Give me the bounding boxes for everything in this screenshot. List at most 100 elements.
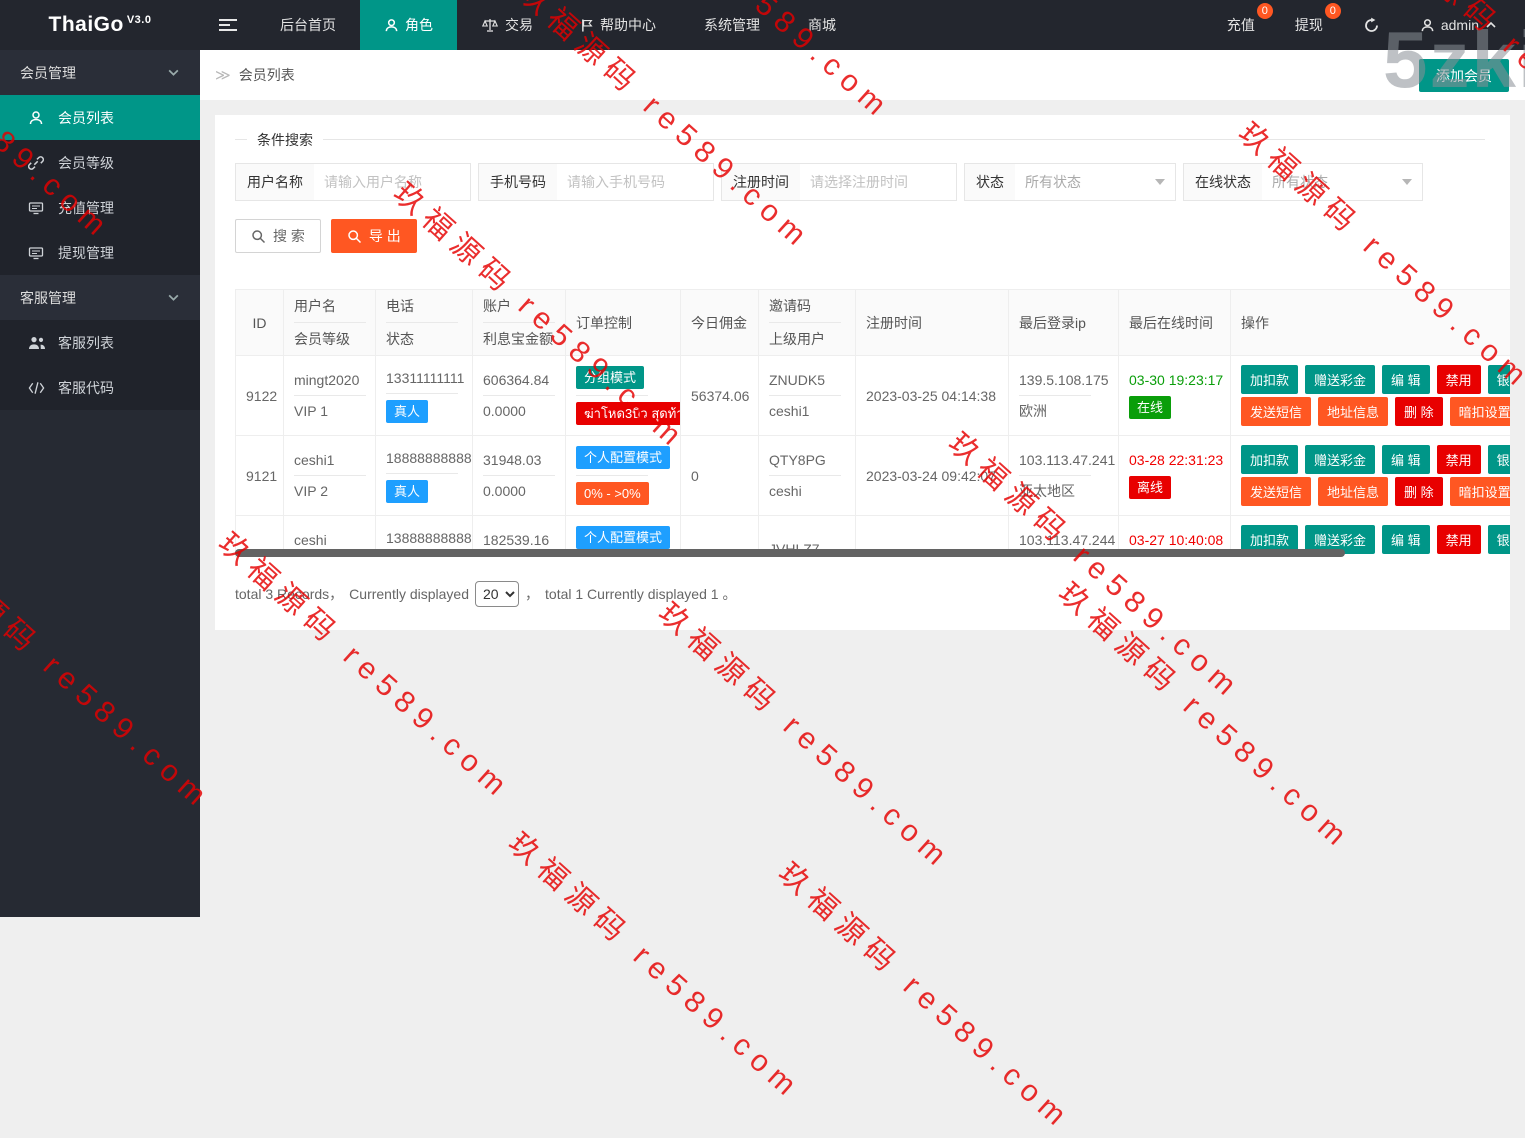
hidden-deduct-button[interactable]: 暗扣设置 bbox=[1449, 477, 1510, 506]
recharge-button[interactable]: 充值 0 bbox=[1207, 0, 1275, 50]
bank-card-button[interactable]: 银行卡 bbox=[1487, 525, 1510, 554]
status-field: 状态 所有状态 bbox=[964, 163, 1176, 201]
bank-card-button[interactable]: 银行卡 bbox=[1487, 445, 1510, 474]
pagination-footer: total 3 Records， Currently displayed 20 … bbox=[235, 581, 1510, 607]
search-legend: 条件搜索 bbox=[247, 130, 323, 150]
breadcrumb-icon: ≫ bbox=[215, 67, 231, 84]
search-actions: 搜 索 导 出 bbox=[235, 219, 1510, 253]
disable-button[interactable]: 禁用 bbox=[1436, 525, 1481, 554]
total-records-label: total 3 Records， bbox=[235, 586, 344, 602]
last-online-time: 03-27 10:40:08 bbox=[1129, 532, 1224, 548]
sidebar-item-service-list[interactable]: 客服列表 bbox=[0, 320, 200, 365]
search-fields: 用户名称 手机号码 注册时间 状态 所有状态 bbox=[235, 163, 1485, 201]
code-icon bbox=[28, 381, 45, 394]
nav-item-help[interactable]: 帮助中心 bbox=[557, 0, 680, 50]
users-icon bbox=[29, 336, 45, 349]
withdraw-button[interactable]: 提现 0 bbox=[1275, 0, 1343, 50]
disable-button[interactable]: 禁用 bbox=[1436, 365, 1481, 394]
send-sms-button[interactable]: 发送短信 bbox=[1241, 477, 1312, 506]
status-select[interactable]: 所有状态 bbox=[1015, 164, 1175, 200]
hidden-deduct-button[interactable]: 暗扣设置 bbox=[1449, 397, 1510, 426]
order-mode-badge[interactable]: 个人配置模式 bbox=[576, 446, 671, 469]
bank-card-button[interactable]: 银行卡 bbox=[1487, 365, 1510, 394]
breadcrumb: 会员列表 bbox=[238, 67, 295, 83]
sidebar-item-withdraw-mgmt[interactable]: 提现管理 bbox=[0, 230, 200, 275]
nav-item-roles[interactable]: 角色 bbox=[360, 0, 457, 50]
person-icon bbox=[1421, 18, 1434, 31]
sidebar-collapse-icon[interactable] bbox=[200, 0, 256, 50]
export-button[interactable]: 导 出 bbox=[330, 219, 417, 253]
phone-input[interactable] bbox=[557, 164, 713, 200]
add-deduct-button[interactable]: 加扣款 bbox=[1241, 445, 1299, 474]
nav-item-mall[interactable]: 商城 bbox=[808, 17, 836, 33]
horizontal-scrollbar[interactable] bbox=[235, 549, 1345, 557]
edit-button[interactable]: 编 辑 bbox=[1382, 525, 1430, 554]
username-input[interactable] bbox=[314, 164, 470, 200]
add-member-button[interactable]: 添加会员 bbox=[1419, 59, 1509, 92]
last-online-time: 03-30 19:23:17 bbox=[1129, 372, 1224, 388]
sidebar-group-member-mgmt[interactable]: 会员管理 bbox=[0, 50, 200, 95]
gift-bonus-button[interactable]: 赠送彩金 bbox=[1305, 445, 1376, 474]
gift-bonus-button[interactable]: 赠送彩金 bbox=[1305, 365, 1376, 394]
nav-item-trade[interactable]: 交易 bbox=[457, 0, 557, 50]
withdraw-badge: 0 bbox=[1324, 3, 1341, 19]
sidebar-item-recharge-mgmt[interactable]: 充值管理 bbox=[0, 185, 200, 230]
regtime-input[interactable] bbox=[800, 164, 956, 200]
sidebar-group-service-mgmt[interactable]: 客服管理 bbox=[0, 275, 200, 320]
online-status-field: 在线状态 所有状态 bbox=[1183, 163, 1423, 201]
page-summary-label: total 1 Currently displayed 1 。 bbox=[545, 586, 737, 602]
username-field: 用户名称 bbox=[235, 163, 471, 201]
add-deduct-button[interactable]: 加扣款 bbox=[1241, 365, 1299, 394]
order-sub-badge[interactable]: 0% - >0% bbox=[576, 482, 649, 505]
real-person-badge: 真人 bbox=[386, 399, 429, 423]
sidebar-item-member-level[interactable]: 会员等级 bbox=[0, 140, 200, 185]
brand-name: ThaiGo bbox=[48, 13, 124, 36]
address-info-button[interactable]: 地址信息 bbox=[1318, 397, 1389, 426]
link-icon bbox=[28, 155, 44, 170]
edit-button[interactable]: 编 辑 bbox=[1382, 365, 1430, 394]
displayed-label: Currently displayed bbox=[349, 586, 470, 602]
refresh-button[interactable] bbox=[1343, 0, 1400, 50]
disable-button[interactable]: 禁用 bbox=[1436, 445, 1481, 474]
nav-item-dashboard[interactable]: 后台首页 bbox=[280, 17, 336, 33]
online-status-badge: 离线 bbox=[1129, 476, 1172, 499]
hamburger-icon bbox=[219, 19, 237, 31]
main-content: ≫ 会员列表 添加会员 条件搜索 用户名称 手机号码 注册时间 bbox=[200, 50, 1525, 917]
search-fieldset: 条件搜索 用户名称 手机号码 注册时间 状态 所有状态 bbox=[235, 130, 1485, 201]
edit-button[interactable]: 编 辑 bbox=[1382, 445, 1430, 474]
recharge-badge: 0 bbox=[1256, 3, 1273, 19]
top-navbar: ThaiGo V3.0 后台首页 角色 交易 帮助中心 系统管理 商城 充值 0 … bbox=[0, 0, 1525, 50]
online-status-select[interactable]: 所有状态 bbox=[1262, 164, 1422, 200]
user-menu[interactable]: admin bbox=[1400, 0, 1517, 50]
chevron-down-icon bbox=[168, 294, 179, 301]
card-icon bbox=[28, 246, 44, 259]
online-status-badge: 在线 bbox=[1129, 396, 1172, 419]
search-button[interactable]: 搜 索 bbox=[235, 219, 321, 253]
page-size-select[interactable]: 20 bbox=[475, 581, 520, 607]
chevron-up-icon bbox=[1486, 21, 1496, 28]
nav-menu: 后台首页 角色 交易 帮助中心 系统管理 商城 bbox=[256, 0, 860, 50]
order-sub-badge[interactable]: ฆ่าโหด3บิว สุดท้ายใช้ได้ bbox=[576, 402, 680, 425]
search-icon bbox=[348, 229, 361, 243]
send-sms-button[interactable]: 发送短信 bbox=[1241, 397, 1312, 426]
sidebar-item-member-list[interactable]: 会员列表 bbox=[0, 95, 200, 140]
chevron-down-icon bbox=[168, 69, 179, 76]
sidebar-item-service-code[interactable]: 客服代码 bbox=[0, 365, 200, 410]
order-mode-badge[interactable]: 分组模式 bbox=[576, 366, 645, 389]
address-info-button[interactable]: 地址信息 bbox=[1318, 477, 1389, 506]
person-icon bbox=[385, 18, 398, 31]
card-icon bbox=[28, 201, 44, 214]
delete-button[interactable]: 删 除 bbox=[1395, 477, 1443, 506]
brand-logo[interactable]: ThaiGo V3.0 bbox=[0, 0, 200, 50]
search-icon bbox=[252, 229, 266, 243]
last-online-time: 03-28 22:31:23 bbox=[1129, 452, 1224, 468]
scales-icon bbox=[481, 19, 499, 32]
table-row: 9121 ceshi1 VIP 2 18888888888 真人 31948.03 0… bbox=[235, 435, 1510, 516]
nav-item-system[interactable]: 系统管理 bbox=[704, 17, 760, 33]
phone-field: 手机号码 bbox=[478, 163, 714, 201]
table-row: 9122 mingt2020 VIP 1 13311111111 真人 606364… bbox=[235, 355, 1510, 436]
order-mode-badge[interactable]: 个人配置模式 bbox=[576, 526, 671, 549]
dropdown-caret-icon bbox=[1155, 179, 1165, 185]
delete-button[interactable]: 删 除 bbox=[1395, 397, 1443, 426]
flag-icon bbox=[582, 18, 593, 32]
